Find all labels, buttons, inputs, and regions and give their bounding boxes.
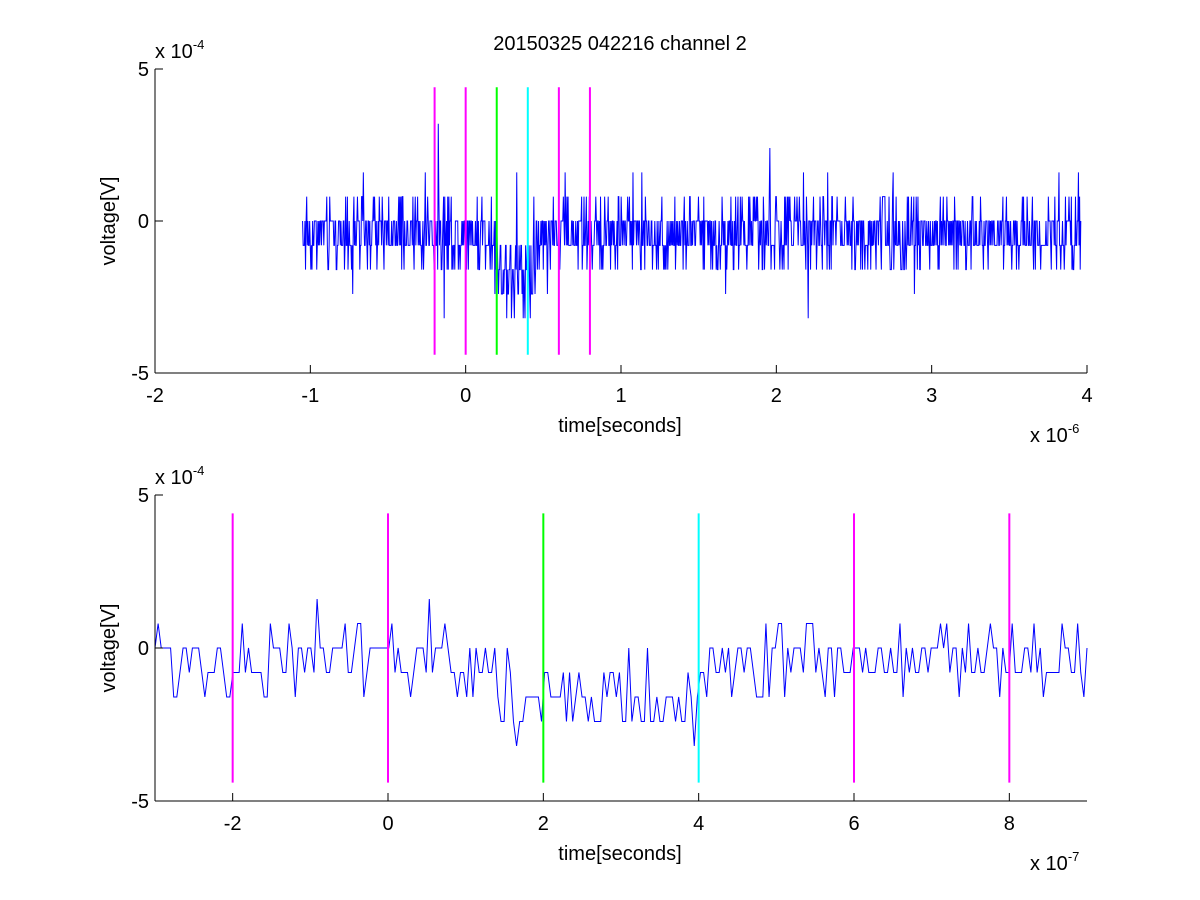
top-x-multiplier: x 10-6 [1030, 421, 1079, 447]
bottom-y-multiplier-exp: -4 [193, 463, 205, 478]
bottom-x-tick-label: 6 [848, 813, 859, 835]
top-x-tick-label: -1 [301, 385, 319, 407]
bottom-x-tick-label: 4 [693, 813, 704, 835]
bottom-x-axis-label: time[seconds] [558, 843, 681, 865]
top-x-tick-label: 1 [615, 385, 626, 407]
bottom-x-multiplier: x 10-7 [1030, 849, 1079, 875]
bottom-y-tick-label: 0 [138, 638, 149, 660]
top-axes: -2 -1 0 1 2 3 4 -5 0 5 time[seconds] voltage[V] x… [98, 37, 1093, 447]
top-marker-layer [433, 87, 591, 355]
top-y-tick-label: 5 [138, 59, 149, 81]
top-x-axis-label: time[seconds] [558, 415, 681, 437]
bottom-y-multiplier-base: x 10 [155, 467, 193, 489]
bottom-x-multiplier-exp: -7 [1068, 849, 1080, 864]
bottom-y-multiplier: x 10-4 [155, 463, 204, 489]
top-x-tick-label: 3 [926, 385, 937, 407]
bottom-y-axis-label: voltage[V] [98, 604, 120, 693]
top-y-multiplier-exp: -4 [193, 37, 205, 52]
top-signal-line [302, 123, 1082, 319]
bottom-marker-layer [231, 513, 1011, 783]
bottom-x-tick-label: 2 [538, 813, 549, 835]
top-y-tick-label: 0 [138, 211, 149, 233]
top-y-multiplier-base: x 10 [155, 41, 193, 63]
top-x-multiplier-base: x 10 [1030, 425, 1068, 447]
bottom-tick-layer: -2 0 2 4 6 8 -5 0 5 [131, 485, 1015, 835]
bottom-x-tick-label: 0 [382, 813, 393, 835]
top-y-tick-label: -5 [131, 363, 149, 385]
bottom-y-tick-label: -5 [131, 791, 149, 813]
top-x-tick-label: -2 [146, 385, 164, 407]
bottom-x-tick-label: 8 [1004, 813, 1015, 835]
top-x-tick-label: 2 [771, 385, 782, 407]
top-y-axis-label: voltage[V] [98, 177, 120, 266]
bottom-signal-layer [154, 599, 1088, 746]
top-x-tick-label: 0 [460, 385, 471, 407]
chart-title: 20150325 042216 channel 2 [493, 33, 747, 55]
top-tick-layer: -2 -1 0 1 2 3 4 -5 0 5 [131, 59, 1092, 407]
bottom-axes: -2 0 2 4 6 8 -5 0 5 time[seconds] voltage[V] x 1… [98, 463, 1088, 875]
bottom-x-tick-label: -2 [224, 813, 242, 835]
top-y-multiplier: x 10-4 [155, 37, 204, 63]
top-x-multiplier-exp: -6 [1068, 421, 1080, 436]
bottom-y-tick-label: 5 [138, 485, 149, 507]
top-signal-layer [302, 123, 1082, 319]
bottom-x-multiplier-base: x 10 [1030, 853, 1068, 875]
top-x-tick-label: 4 [1081, 385, 1092, 407]
bottom-signal-line [154, 599, 1088, 746]
